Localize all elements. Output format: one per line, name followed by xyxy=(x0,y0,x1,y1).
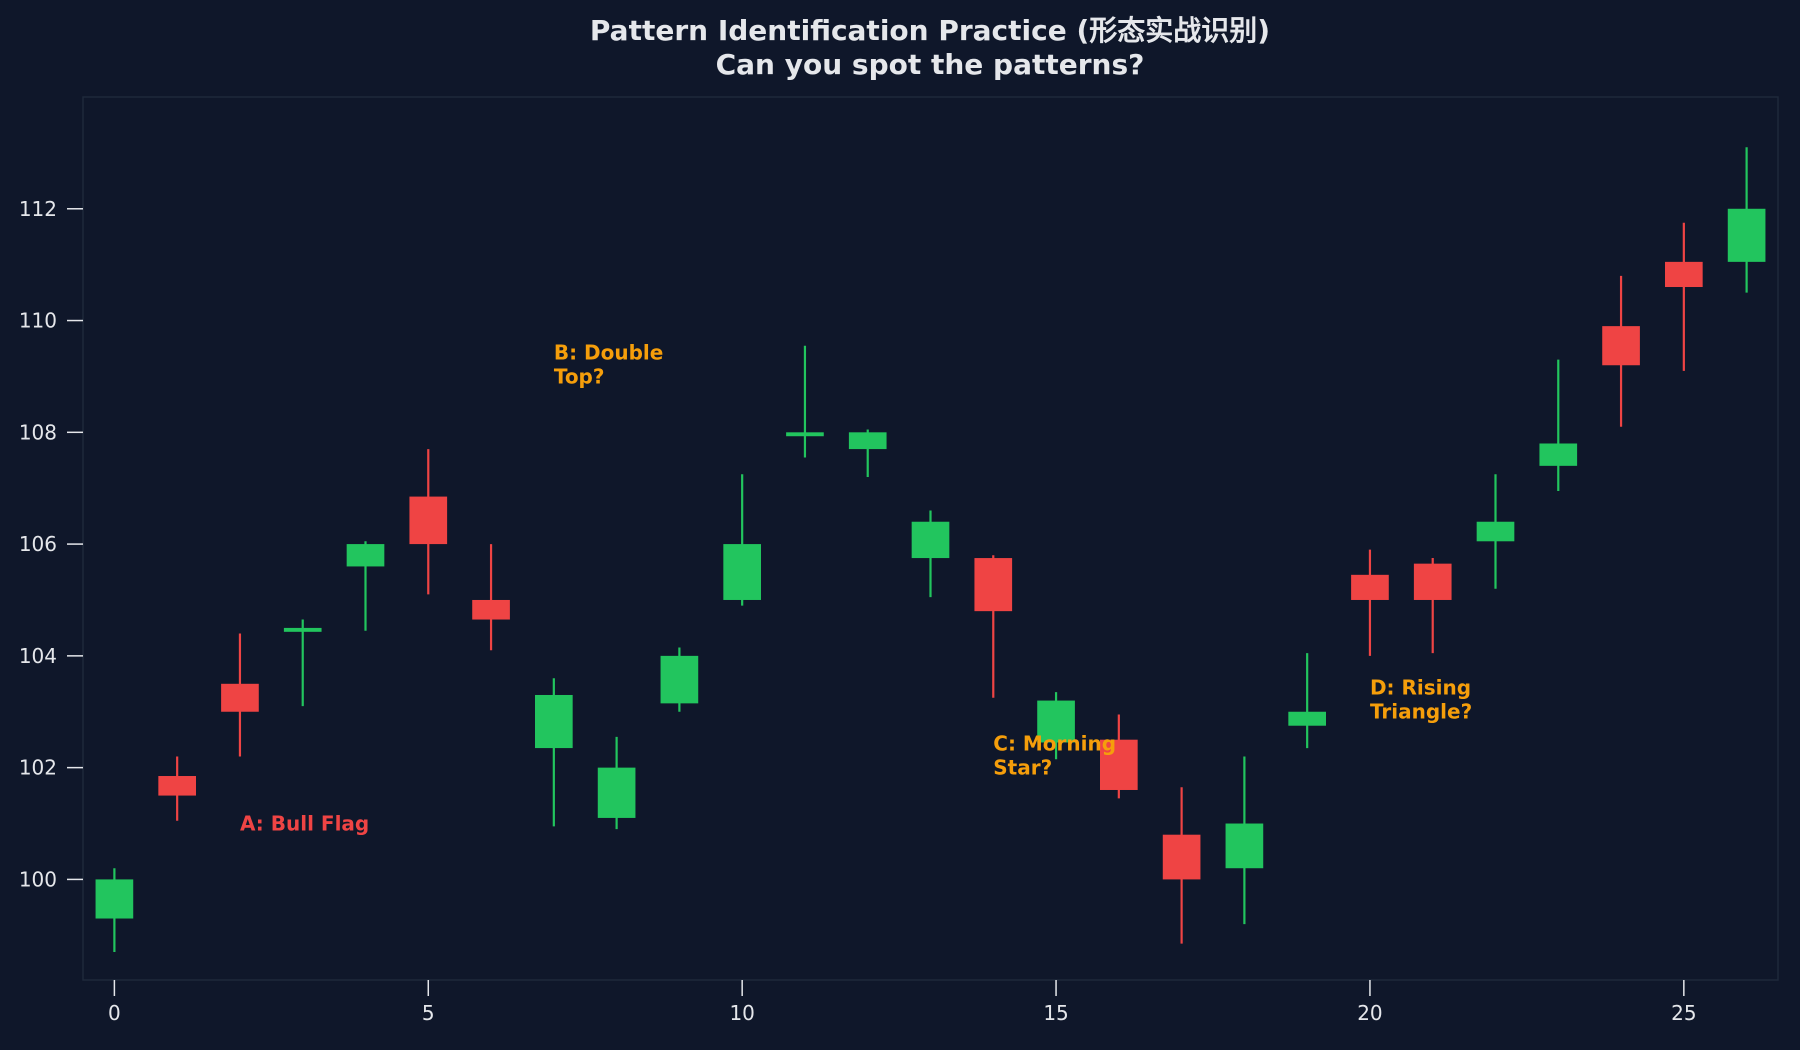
candle-0 xyxy=(95,868,134,953)
candle-body xyxy=(660,655,699,704)
candle-24 xyxy=(1602,275,1640,427)
annotation-line: C: Morning xyxy=(993,732,1116,756)
candle-18 xyxy=(1225,756,1264,925)
annotation-line: D: Rising xyxy=(1370,676,1471,700)
candle-body xyxy=(1413,563,1452,600)
annotation-label: C: Morning Star? xyxy=(993,732,1116,780)
chart-title: Pattern Identification Practice (形态实战识别) xyxy=(590,14,1270,47)
candle-body xyxy=(95,879,134,919)
candle-body xyxy=(786,432,824,437)
candle-body xyxy=(1476,521,1515,542)
candle-body xyxy=(974,558,1013,612)
candle-body xyxy=(1162,834,1201,880)
candle-21 xyxy=(1413,558,1452,654)
annotation-line: Top? xyxy=(554,364,605,388)
candle-1 xyxy=(158,756,196,821)
x-tick-label: 25 xyxy=(1671,1001,1696,1025)
candle-10 xyxy=(723,474,761,606)
candle-15 xyxy=(1037,692,1075,760)
candle-body xyxy=(1100,739,1138,790)
candle-22 xyxy=(1476,474,1515,589)
candle-body xyxy=(597,767,636,818)
candle-26 xyxy=(1727,147,1766,293)
chart-subtitle: Can you spot the patterns? xyxy=(716,48,1145,81)
annotation-label: A: Bull Flag xyxy=(240,812,369,836)
y-tick-label: 108 xyxy=(19,420,57,444)
candle-25 xyxy=(1665,222,1703,371)
candle-4 xyxy=(346,541,385,631)
annotation-line: B: Double xyxy=(554,340,664,364)
candle-8 xyxy=(597,736,636,830)
candle-body xyxy=(723,544,761,600)
annotation-label: B: Double Top? xyxy=(554,340,664,388)
candle-body xyxy=(221,683,259,712)
annotation-line: Star? xyxy=(993,756,1052,780)
candle-16 xyxy=(1100,714,1138,799)
candle-6 xyxy=(472,544,510,651)
candle-body xyxy=(283,627,322,632)
candle-5 xyxy=(409,449,448,595)
x-tick-label: 0 xyxy=(108,1001,121,1025)
candle-23 xyxy=(1539,359,1578,491)
candle-3 xyxy=(283,619,322,707)
candle-body xyxy=(1727,208,1766,262)
x-tick-label: 20 xyxy=(1357,1001,1382,1025)
candle-2 xyxy=(221,633,259,757)
plot-area xyxy=(82,96,1779,981)
y-tick-label: 102 xyxy=(19,756,57,780)
candle-body xyxy=(1288,711,1326,726)
x-tick-label: 15 xyxy=(1043,1001,1068,1025)
x-tick-label: 10 xyxy=(729,1001,754,1025)
candle-13 xyxy=(911,510,950,598)
y-axis: 100 102 104 106 108 110 112 xyxy=(19,197,83,891)
y-tick-label: 100 xyxy=(19,867,57,891)
candle-12 xyxy=(848,429,887,478)
y-tick-label: 110 xyxy=(19,309,57,333)
candle-20 xyxy=(1351,549,1389,656)
annotation-line: Triangle? xyxy=(1370,700,1472,724)
candle-body xyxy=(1351,574,1389,600)
candle-body xyxy=(472,599,510,620)
candle-body xyxy=(1037,700,1075,743)
candle-17 xyxy=(1162,787,1201,944)
candle-body xyxy=(1225,823,1264,869)
candle-7 xyxy=(535,678,573,827)
y-tick-label: 106 xyxy=(19,532,57,556)
candle-body xyxy=(848,432,887,450)
candle-body xyxy=(409,496,448,545)
candle-body xyxy=(346,544,385,567)
candle-body xyxy=(1602,326,1640,366)
annotation-line: A: Bull Flag xyxy=(240,812,369,836)
candle-14 xyxy=(974,555,1013,698)
y-tick-label: 112 xyxy=(19,197,57,221)
candle-11 xyxy=(786,345,824,458)
candle-body xyxy=(911,521,950,559)
candle-9 xyxy=(660,647,699,712)
candles-group xyxy=(95,147,1766,953)
candle-body xyxy=(1665,261,1703,288)
candle-body xyxy=(1539,443,1578,466)
x-axis: 0 5 10 15 20 25 xyxy=(108,980,1697,1025)
x-tick-label: 5 xyxy=(422,1001,435,1025)
y-tick-label: 104 xyxy=(19,644,57,668)
annotation-label: D: Rising Triangle? xyxy=(1370,676,1472,724)
annotations-group: A: Bull Flag B: Double Top? C: Morning Star?… xyxy=(240,340,1472,835)
candle-19 xyxy=(1288,653,1326,749)
candle-body xyxy=(158,776,196,796)
candle-body xyxy=(535,694,573,749)
